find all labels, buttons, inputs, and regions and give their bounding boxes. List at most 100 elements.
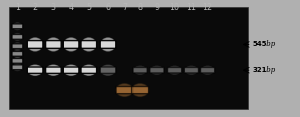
Ellipse shape [150, 66, 164, 75]
Ellipse shape [13, 57, 22, 65]
Text: bp: bp [264, 66, 276, 74]
FancyBboxPatch shape [27, 41, 43, 48]
FancyBboxPatch shape [12, 65, 23, 70]
Text: 9: 9 [154, 3, 160, 12]
Text: 1: 1 [15, 3, 20, 12]
FancyBboxPatch shape [100, 67, 116, 73]
FancyBboxPatch shape [27, 67, 43, 73]
Ellipse shape [134, 66, 147, 75]
FancyBboxPatch shape [133, 68, 147, 73]
Ellipse shape [81, 37, 97, 52]
Ellipse shape [13, 33, 22, 41]
Text: 6: 6 [106, 3, 110, 12]
Ellipse shape [13, 57, 22, 65]
Ellipse shape [28, 65, 42, 76]
Ellipse shape [82, 65, 96, 75]
Ellipse shape [81, 37, 97, 52]
FancyBboxPatch shape [12, 51, 23, 56]
FancyBboxPatch shape [46, 41, 61, 48]
Ellipse shape [64, 65, 78, 76]
Ellipse shape [201, 66, 214, 75]
Ellipse shape [100, 64, 116, 76]
Ellipse shape [116, 83, 134, 97]
FancyBboxPatch shape [184, 68, 199, 73]
Text: 7: 7 [122, 3, 127, 12]
Ellipse shape [101, 38, 115, 51]
Ellipse shape [13, 42, 22, 50]
Ellipse shape [185, 66, 198, 75]
Text: bp: bp [264, 40, 276, 48]
Ellipse shape [131, 83, 149, 97]
Ellipse shape [201, 66, 214, 75]
Ellipse shape [28, 38, 42, 51]
FancyBboxPatch shape [46, 67, 61, 73]
Ellipse shape [28, 38, 42, 51]
Ellipse shape [201, 65, 214, 75]
Ellipse shape [132, 84, 148, 96]
FancyBboxPatch shape [12, 34, 23, 39]
Ellipse shape [13, 22, 22, 30]
Ellipse shape [63, 37, 79, 52]
Ellipse shape [81, 65, 96, 76]
Ellipse shape [81, 64, 97, 76]
Ellipse shape [168, 66, 181, 75]
Ellipse shape [100, 37, 116, 52]
FancyBboxPatch shape [132, 87, 148, 94]
Text: 3: 3 [51, 3, 56, 12]
Ellipse shape [100, 37, 116, 52]
Ellipse shape [64, 65, 79, 76]
FancyBboxPatch shape [12, 44, 23, 49]
Ellipse shape [184, 66, 198, 75]
Ellipse shape [46, 64, 61, 76]
Ellipse shape [100, 37, 116, 51]
Ellipse shape [13, 63, 22, 71]
Ellipse shape [46, 38, 61, 51]
Ellipse shape [27, 37, 43, 51]
Ellipse shape [130, 83, 150, 97]
Ellipse shape [100, 64, 116, 76]
Ellipse shape [46, 65, 61, 76]
Ellipse shape [201, 66, 214, 75]
Ellipse shape [115, 83, 134, 97]
Ellipse shape [28, 65, 43, 76]
Bar [9, 7, 247, 109]
Ellipse shape [27, 65, 43, 76]
Ellipse shape [28, 65, 42, 75]
Ellipse shape [116, 84, 133, 96]
Text: 545: 545 [253, 41, 267, 48]
Ellipse shape [13, 63, 22, 71]
FancyBboxPatch shape [167, 68, 182, 73]
Ellipse shape [64, 38, 78, 51]
Ellipse shape [13, 42, 22, 50]
Text: 12: 12 [202, 3, 213, 12]
Ellipse shape [45, 64, 62, 76]
Ellipse shape [45, 37, 62, 52]
Ellipse shape [63, 37, 79, 52]
FancyBboxPatch shape [200, 68, 215, 73]
Ellipse shape [116, 83, 133, 97]
Ellipse shape [100, 65, 116, 76]
Ellipse shape [133, 66, 147, 75]
FancyBboxPatch shape [63, 41, 79, 48]
Text: 8: 8 [138, 3, 142, 12]
Ellipse shape [64, 38, 79, 51]
FancyBboxPatch shape [12, 58, 23, 63]
Ellipse shape [13, 50, 22, 58]
FancyBboxPatch shape [12, 24, 23, 29]
FancyBboxPatch shape [81, 41, 97, 48]
Ellipse shape [64, 38, 78, 51]
Ellipse shape [27, 37, 43, 52]
FancyBboxPatch shape [150, 68, 164, 73]
Text: 10: 10 [169, 3, 180, 12]
Ellipse shape [46, 38, 61, 51]
Ellipse shape [13, 50, 22, 58]
Ellipse shape [168, 66, 182, 75]
Text: 11: 11 [186, 3, 197, 12]
Ellipse shape [13, 33, 22, 41]
Ellipse shape [28, 38, 43, 51]
Ellipse shape [13, 63, 22, 71]
Ellipse shape [46, 65, 61, 75]
Ellipse shape [133, 65, 147, 75]
Ellipse shape [27, 64, 43, 76]
Ellipse shape [27, 64, 43, 76]
